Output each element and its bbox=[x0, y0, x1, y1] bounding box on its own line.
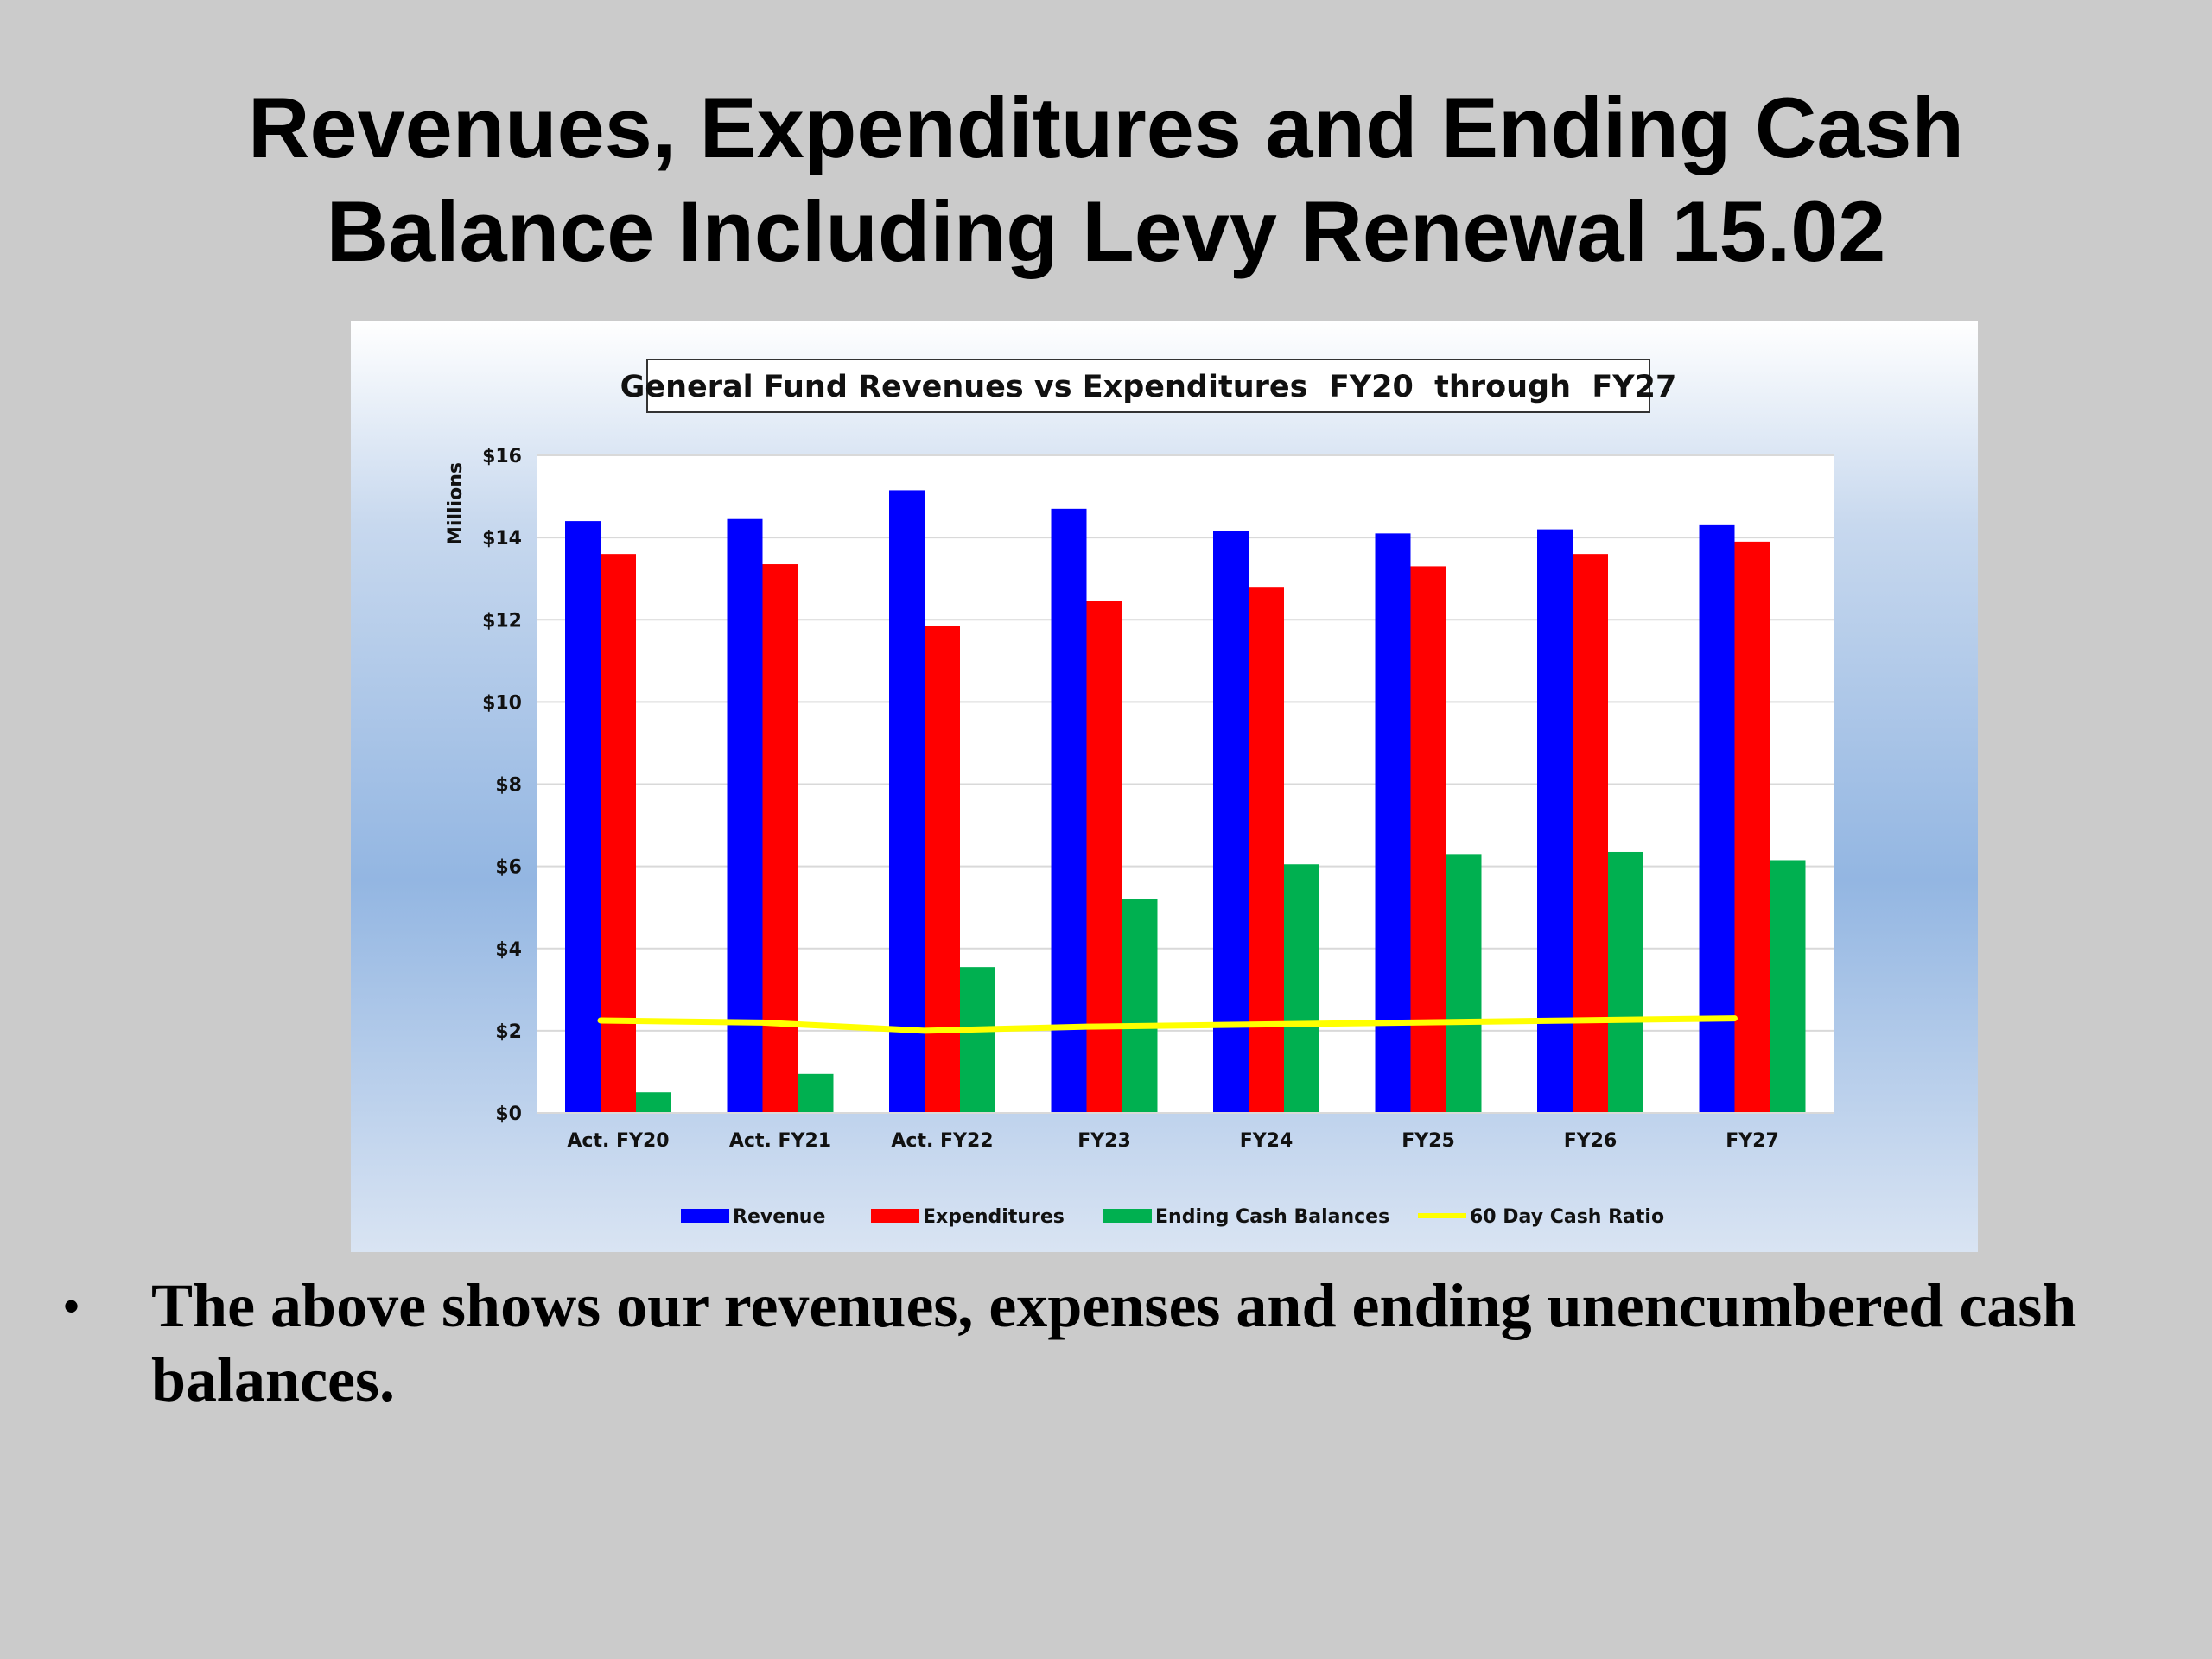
x-axis-ticks: Act. FY20 Act. FY21 Act. FY22 FY23 FY24 FY25 F… bbox=[567, 1130, 1778, 1152]
bar-revenue bbox=[1537, 529, 1573, 1113]
bar-revenue bbox=[889, 490, 925, 1113]
chart-panel: General Fund Revenues vs Expenditures FY… bbox=[351, 321, 1978, 1252]
chart-title: General Fund Revenues vs Expenditures FY… bbox=[620, 370, 1677, 404]
bar-expenditures bbox=[1573, 554, 1608, 1113]
y-tick-label: $12 bbox=[482, 610, 522, 632]
bar-ending-cash-balances bbox=[1122, 899, 1158, 1113]
legend-label-60-day-cash-ratio: 60 Day Cash Ratio bbox=[1470, 1206, 1664, 1228]
x-tick-label: Act. FY22 bbox=[891, 1130, 993, 1152]
bullet-marker: • bbox=[62, 1278, 81, 1335]
cash-ratio-line bbox=[597, 1015, 1738, 1034]
bar-expenditures bbox=[601, 554, 636, 1113]
slide-title-line-2: Balance Including Levy Renewal 15.02 bbox=[326, 183, 1886, 279]
bar-revenue bbox=[727, 518, 763, 1113]
x-tick-label: FY26 bbox=[1564, 1130, 1618, 1152]
slide-title-line-1: Revenues, Expenditures and Ending Cash bbox=[248, 79, 1964, 175]
bar-ending-cash-balances bbox=[1608, 851, 1643, 1113]
legend: Revenue Expenditures Ending Cash Balances 6… bbox=[681, 1206, 1664, 1228]
bar-ending-cash-balances bbox=[960, 967, 995, 1113]
bar-revenue bbox=[1213, 531, 1249, 1113]
y-tick-label: $8 bbox=[495, 775, 522, 797]
bar-expenditures bbox=[762, 564, 798, 1113]
bar-revenue bbox=[1051, 508, 1087, 1113]
caption-text: The above shows our revenues, expenses a… bbox=[151, 1271, 2077, 1414]
x-tick-label: FY27 bbox=[1726, 1130, 1779, 1152]
x-tick-label: Act. FY20 bbox=[567, 1130, 669, 1152]
slide-title: Revenues, Expenditures and Ending Cash B… bbox=[0, 76, 2212, 283]
bar-ending-cash-balances bbox=[636, 1092, 671, 1113]
legend-swatch-ending-cash-balances bbox=[1103, 1209, 1152, 1223]
y-tick-label: $10 bbox=[482, 692, 522, 714]
bar-expenditures bbox=[1249, 587, 1284, 1113]
chart: General Fund Revenues vs Expenditures FY… bbox=[445, 359, 1834, 1228]
bar-ending-cash-balances bbox=[798, 1073, 834, 1113]
y-tick-label: $4 bbox=[495, 939, 522, 961]
legend-label-ending-cash-balances: Ending Cash Balances bbox=[1155, 1206, 1389, 1228]
bar-ending-cash-balances bbox=[1446, 854, 1482, 1113]
y-axis-ticks: $0 $2 $4 $6 $8 $10 $12 $14 $16 bbox=[482, 446, 522, 1125]
bar-ending-cash-balances bbox=[1770, 860, 1806, 1113]
bar-revenue bbox=[1699, 524, 1735, 1113]
bar-expenditures bbox=[1734, 541, 1770, 1113]
bar-expenditures bbox=[1410, 566, 1446, 1113]
y-axis-label: Millions bbox=[445, 462, 467, 545]
y-tick-label: $16 bbox=[482, 446, 522, 467]
legend-swatch-expenditures bbox=[871, 1209, 919, 1223]
legend-label-expenditures: Expenditures bbox=[923, 1206, 1065, 1228]
x-tick-label: FY24 bbox=[1240, 1130, 1294, 1152]
y-tick-label: $0 bbox=[495, 1103, 522, 1125]
chart-title-box bbox=[646, 359, 1650, 413]
legend-label-revenue: Revenue bbox=[733, 1206, 825, 1228]
y-tick-label: $6 bbox=[495, 857, 522, 879]
bar-revenue bbox=[1375, 533, 1411, 1113]
legend-swatch-revenue bbox=[681, 1209, 729, 1223]
line-60-day-cash-ratio bbox=[597, 1015, 1738, 1034]
y-tick-label: $14 bbox=[482, 528, 522, 550]
x-tick-label: Act. FY21 bbox=[729, 1130, 831, 1152]
bar-expenditures bbox=[925, 626, 960, 1113]
bar-ending-cash-balances bbox=[1284, 864, 1319, 1113]
x-tick-label: FY23 bbox=[1077, 1130, 1131, 1152]
y-tick-label: $2 bbox=[495, 1021, 522, 1043]
x-tick-label: FY25 bbox=[1402, 1130, 1455, 1152]
bar-expenditures bbox=[1086, 601, 1122, 1113]
bar-revenue bbox=[565, 521, 601, 1113]
